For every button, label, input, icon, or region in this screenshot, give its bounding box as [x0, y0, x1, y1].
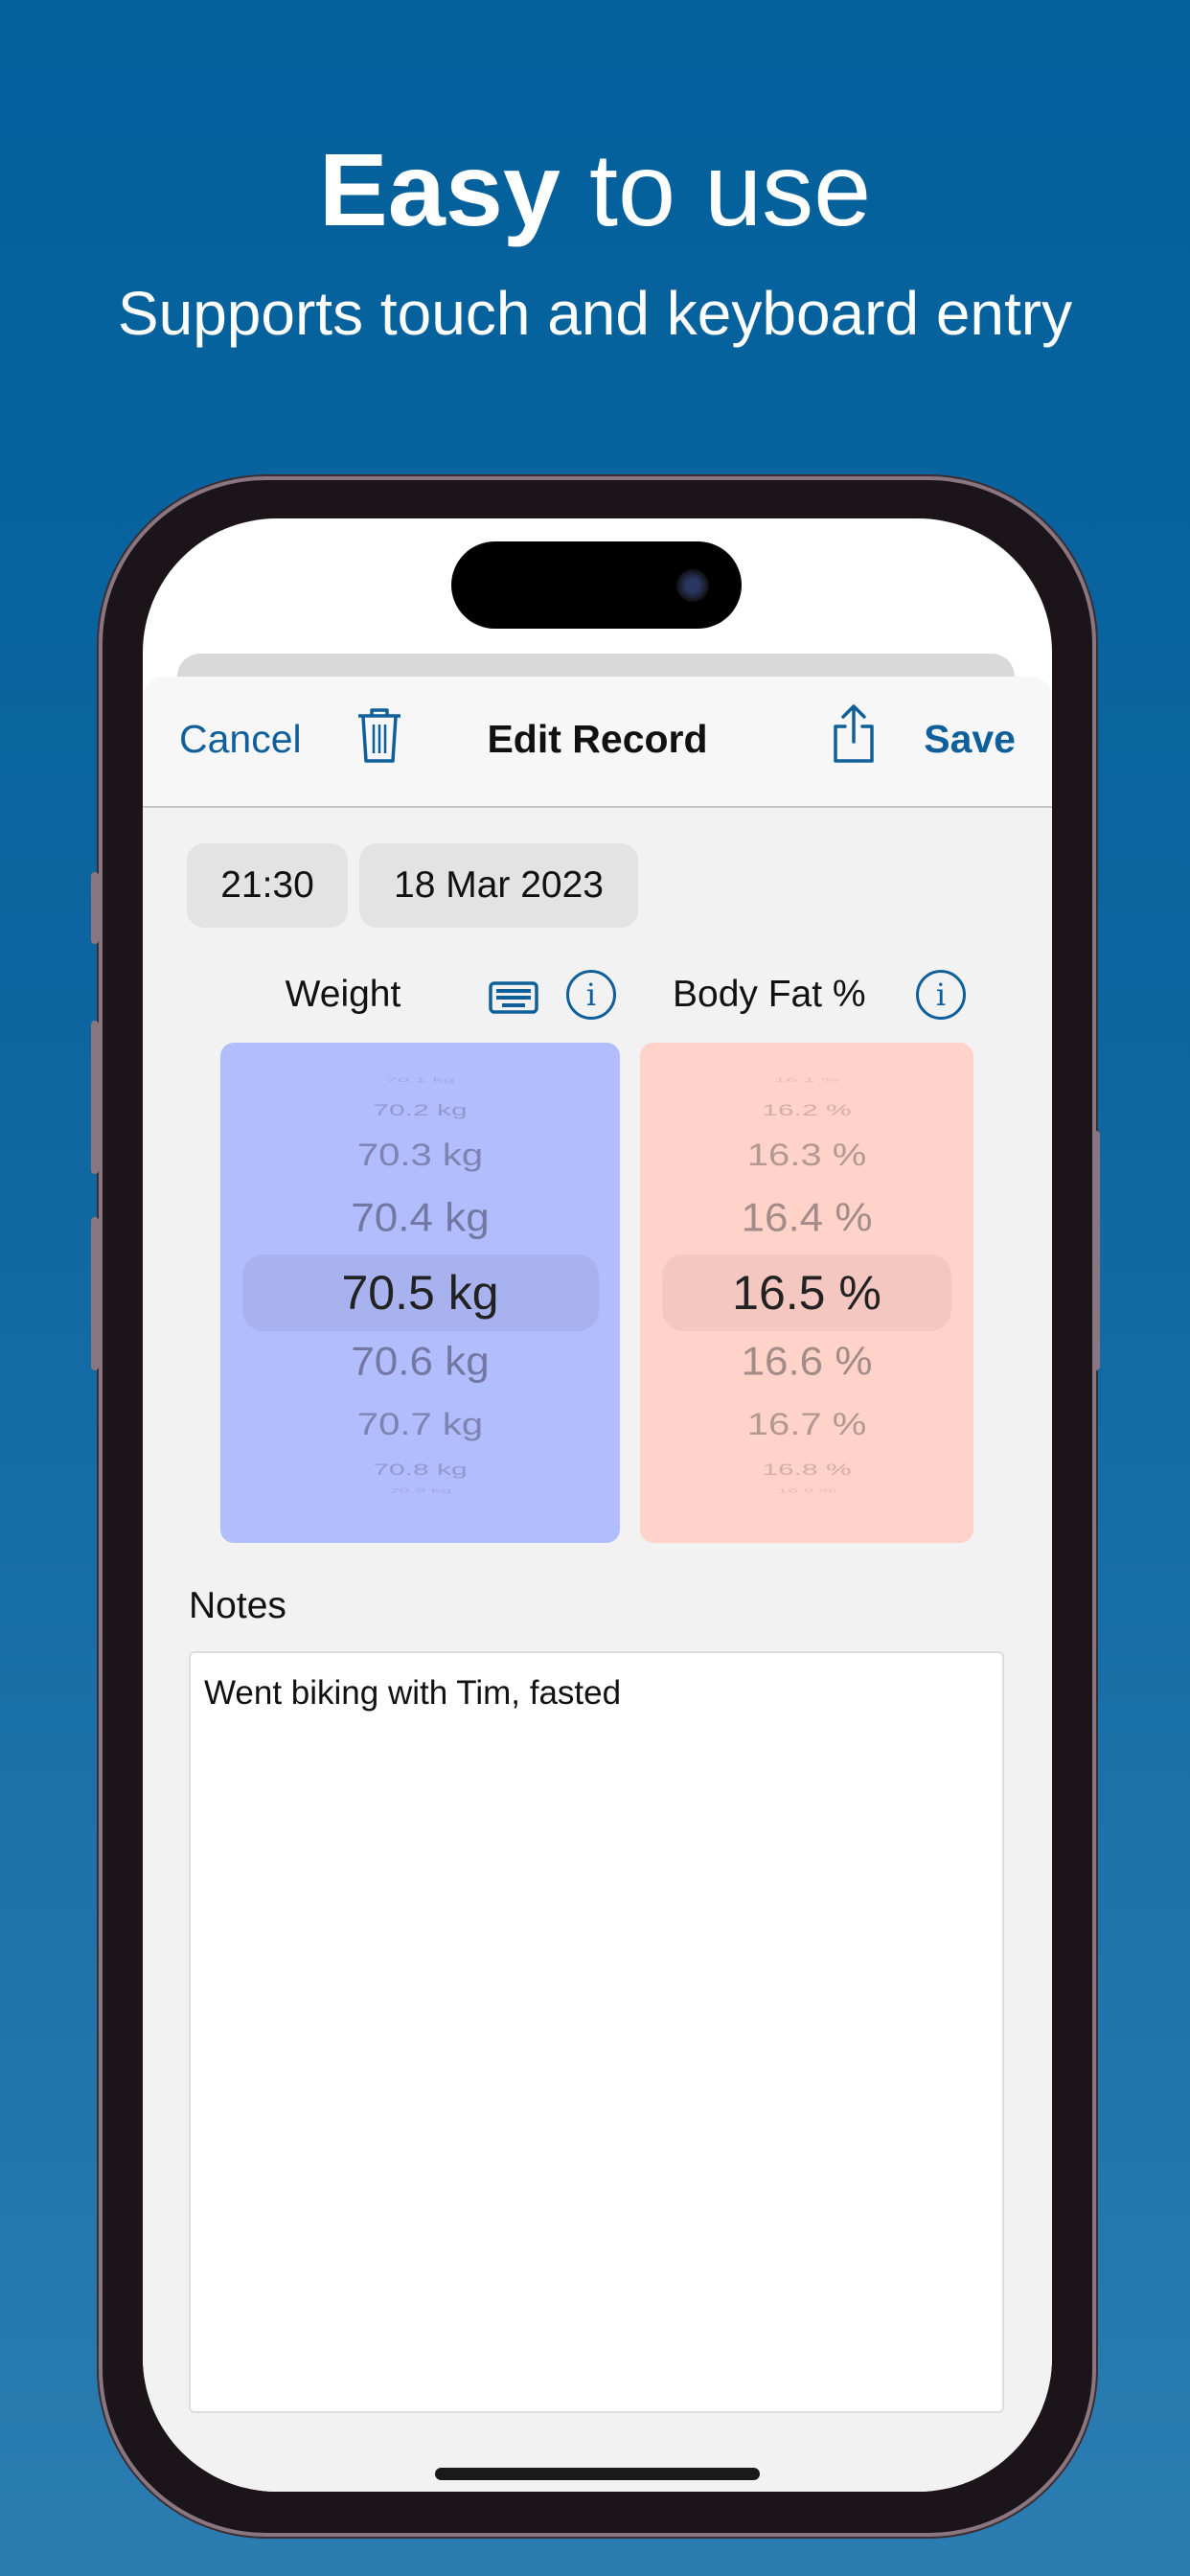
side-button — [1092, 1131, 1100, 1370]
notes-label: Notes — [189, 1585, 286, 1626]
bodyfat-picker-row[interactable]: 16.2 % — [762, 1101, 852, 1119]
bodyfat-picker-row[interactable]: 16.6 % — [741, 1339, 873, 1384]
weight-picker-row[interactable]: 70.7 kg — [356, 1408, 484, 1442]
weight-picker-row[interactable]: 70.6 kg — [351, 1339, 490, 1384]
headline-bold: Easy — [318, 131, 561, 247]
mute-switch — [91, 872, 99, 944]
nav-bar: Cancel Edit Record Save — [143, 677, 1052, 808]
bodyfat-picker[interactable]: 16.1 % 16.2 % 16.3 % 16.4 % 16.5 % 16.6 % 16.7… — [640, 1043, 973, 1543]
time-button[interactable]: 21:30 — [187, 843, 348, 928]
home-indicator[interactable] — [435, 2468, 760, 2480]
date-button[interactable]: 18 Mar 2023 — [359, 843, 638, 928]
bodyfat-label: Body Fat % — [673, 974, 866, 1015]
share-icon[interactable] — [829, 703, 879, 765]
bodyfat-picker-row[interactable]: 16.3 % — [746, 1138, 867, 1173]
weight-info-icon[interactable]: i — [566, 970, 616, 1020]
save-button[interactable]: Save — [924, 717, 1016, 761]
volume-up-button — [91, 1021, 99, 1174]
weight-picker-row[interactable]: 70.8 kg — [373, 1460, 468, 1479]
bodyfat-picker-row[interactable]: 16.1 % — [773, 1076, 840, 1084]
bodyfat-picker-row[interactable]: 16.7 % — [746, 1408, 867, 1442]
bodyfat-picker-row[interactable]: 16.4 % — [741, 1195, 873, 1240]
weight-picker-row[interactable]: 70.1 kg — [385, 1076, 455, 1084]
bodyfat-picker-row[interactable]: 16.8 % — [762, 1460, 852, 1479]
promo-headline: Easy to use — [0, 129, 1190, 249]
notes-text: Went biking with Tim, fasted — [204, 1674, 622, 1712]
phone-screen: Cancel Edit Record Save 21:30 18 Mar 202… — [143, 518, 1052, 2492]
weight-selected-value[interactable]: 70.5 kg — [341, 1266, 499, 1320]
trash-icon[interactable] — [355, 707, 403, 765]
weight-picker-row[interactable]: 70.9 kg — [388, 1487, 452, 1495]
keyboard-icon[interactable] — [489, 981, 538, 1014]
weight-label: Weight — [285, 974, 401, 1015]
weight-picker-row[interactable]: 70.4 kg — [351, 1195, 490, 1240]
nav-title: Edit Record — [487, 717, 708, 761]
volume-down-button — [91, 1217, 99, 1370]
bodyfat-picker-row[interactable]: 16.9 % — [776, 1487, 837, 1495]
bodyfat-selection-highlight — [662, 1254, 951, 1331]
cancel-button[interactable]: Cancel — [179, 717, 302, 761]
weight-picker[interactable]: 70.1 kg 70.2 kg 70.3 kg 70.4 kg 70.5 kg 70.6 … — [220, 1043, 620, 1543]
camera-icon — [676, 569, 709, 602]
promo-subtitle: Supports touch and keyboard entry — [117, 279, 1073, 348]
bodyfat-info-icon[interactable]: i — [916, 970, 966, 1020]
edit-record-sheet: Cancel Edit Record Save 21:30 18 Mar 202… — [143, 677, 1052, 2492]
notes-textarea[interactable]: Went biking with Tim, fasted — [189, 1651, 1004, 2413]
weight-picker-row[interactable]: 70.2 kg — [373, 1101, 468, 1119]
headline-rest: to use — [561, 131, 872, 247]
bodyfat-selected-value[interactable]: 16.5 % — [732, 1266, 881, 1320]
weight-picker-row[interactable]: 70.3 kg — [356, 1138, 484, 1173]
weight-selection-highlight — [242, 1254, 599, 1331]
